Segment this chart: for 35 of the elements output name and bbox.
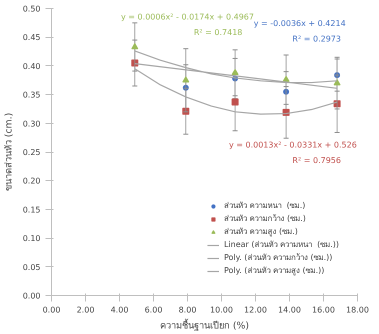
legend-label: ส่วนหัว ความสูง (ซม.) — [224, 226, 298, 238]
x-tick-label: 4.00 — [110, 306, 128, 314]
x-tick-label: 0.00 — [42, 306, 60, 314]
x-axis-title: ความชื้นฐานเปียก (%) — [160, 318, 250, 332]
legend-label: Poly. (ส่วนหัว ความสูง (ซม.)) — [224, 265, 324, 277]
x-tick-label: 6.00 — [144, 306, 162, 314]
x-tick-label: 14.00 — [278, 306, 301, 314]
y-tick-label: 0.40 — [22, 62, 40, 71]
annotation: y = 0.0006x² - 0.0174x + 0.4967 — [121, 12, 254, 22]
annotation: R² = 0.7418 — [194, 28, 242, 38]
legend-label: ส่วนหัว ความกว้าง (ซม.) — [224, 213, 306, 225]
y-tick-label: 0.10 — [22, 234, 40, 244]
x-tick-label: 10.00 — [210, 306, 233, 314]
annotation: R² = 0.2973 — [292, 34, 341, 44]
y-axis-title: ขนาดส่วนหัว (cm.) — [4, 112, 15, 192]
annotation: y = 0.0013x² - 0.0331x + 0.526 — [228, 140, 357, 150]
x-tick-label: 16.00 — [312, 306, 335, 314]
y-tick-label: 0.30 — [22, 119, 40, 128]
y-tick-label: 0.05 — [22, 262, 40, 272]
annotation: R² = 0.7956 — [292, 156, 341, 166]
legend-label: Poly. (ส่วนหัว ความกว้าง (ซม.)) — [224, 252, 332, 264]
legend-label: ส่วนหัว ความหนา (ซม.) — [224, 200, 306, 212]
y-tick-label: 0.20 — [22, 176, 40, 186]
y-tick-label: 0.00 — [22, 292, 40, 300]
x-tick-label: 2.00 — [76, 306, 94, 314]
y-tick-label: 0.15 — [22, 205, 40, 214]
y-tick-label: 0.50 — [22, 4, 40, 14]
annotation: y = -0.0036x + 0.4214 — [254, 18, 346, 28]
x-tick-label: 12.00 — [244, 306, 267, 314]
y-tick-label: 0.45 — [22, 33, 40, 42]
legend-label: Linear (ส่วนหัว ความหนา (ซม.)) — [224, 239, 339, 251]
y-tick-label: 0.25 — [22, 148, 40, 157]
y-tick-label: 0.35 — [22, 90, 40, 100]
x-tick-label: 18.00 — [346, 306, 369, 314]
x-tick-label: 8.00 — [178, 306, 196, 314]
